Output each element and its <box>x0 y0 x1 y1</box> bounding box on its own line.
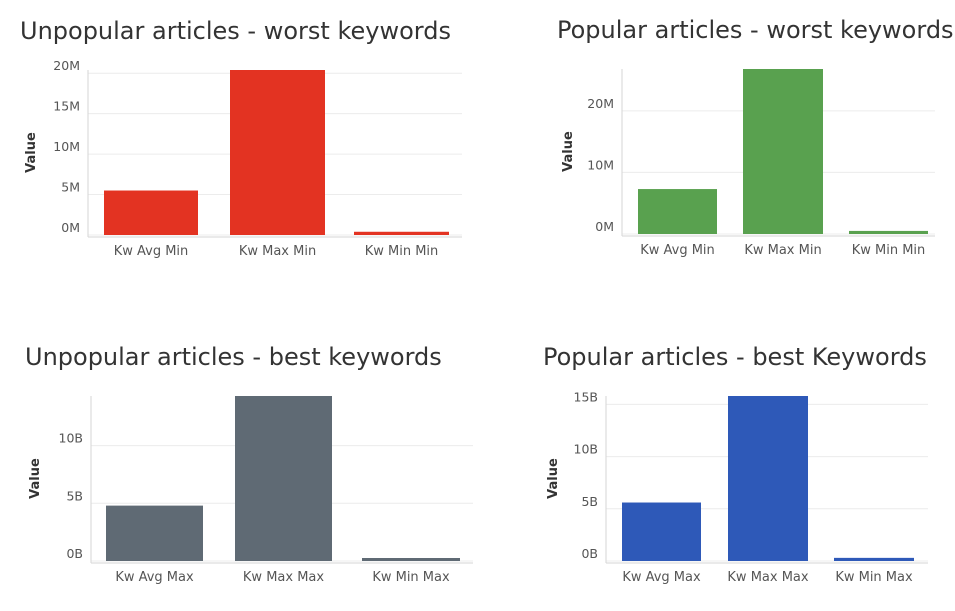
y-tick-label: 10M <box>587 157 614 172</box>
x-tick-label: Kw Max Max <box>727 570 808 585</box>
y-tick-label: 10M <box>53 139 80 154</box>
y-tick-label: 20M <box>53 58 80 73</box>
y-tick-label: 5M <box>61 180 80 195</box>
y-tick-label: 5B <box>66 488 83 503</box>
bar <box>622 502 701 561</box>
bar <box>849 230 928 234</box>
chart-title: Unpopular articles - best keywords <box>25 343 442 371</box>
chart-title: Popular articles - best Keywords <box>543 343 927 371</box>
x-tick-label: Kw Max Min <box>744 243 821 258</box>
x-tick-label: Kw Avg Min <box>640 243 715 258</box>
y-tick-label: 15M <box>53 99 80 114</box>
chart-title: Unpopular articles - worst keywords <box>20 17 451 45</box>
x-tick-label: Kw Min Min <box>852 243 926 258</box>
y-axis-label: Value <box>24 132 39 173</box>
y-tick-label: 10B <box>59 431 83 446</box>
bar <box>354 231 449 235</box>
y-tick-label: 0B <box>581 546 598 561</box>
y-tick-label: 15B <box>574 389 598 404</box>
y-tick-label: 0B <box>66 546 83 561</box>
y-tick-label: 0M <box>61 220 80 235</box>
x-tick-label: Kw Max Max <box>243 570 324 585</box>
x-tick-label: Kw Min Max <box>835 570 913 585</box>
bar <box>362 558 460 561</box>
y-tick-label: 20M <box>587 96 614 111</box>
y-tick-label: 0M <box>595 219 614 234</box>
y-axis-label: Value <box>546 458 561 499</box>
bar <box>230 70 325 235</box>
x-tick-label: Kw Min Min <box>365 244 439 259</box>
y-axis-label: Value <box>28 458 43 499</box>
bar <box>106 505 203 561</box>
chart-title: Popular articles - worst keywords <box>557 16 954 44</box>
bar <box>728 396 808 561</box>
bar <box>743 69 823 234</box>
x-tick-label: Kw Min Max <box>372 570 450 585</box>
x-tick-label: Kw Avg Min <box>114 244 189 259</box>
y-tick-label: 5B <box>581 494 598 509</box>
x-tick-label: Kw Avg Max <box>622 570 701 585</box>
x-tick-label: Kw Max Min <box>239 244 316 259</box>
y-axis-label: Value <box>561 131 576 172</box>
y-tick-label: 10B <box>574 442 598 457</box>
x-tick-label: Kw Avg Max <box>115 570 194 585</box>
bar <box>638 189 717 234</box>
bar <box>104 190 198 235</box>
bar <box>834 557 914 561</box>
bar <box>235 396 332 561</box>
